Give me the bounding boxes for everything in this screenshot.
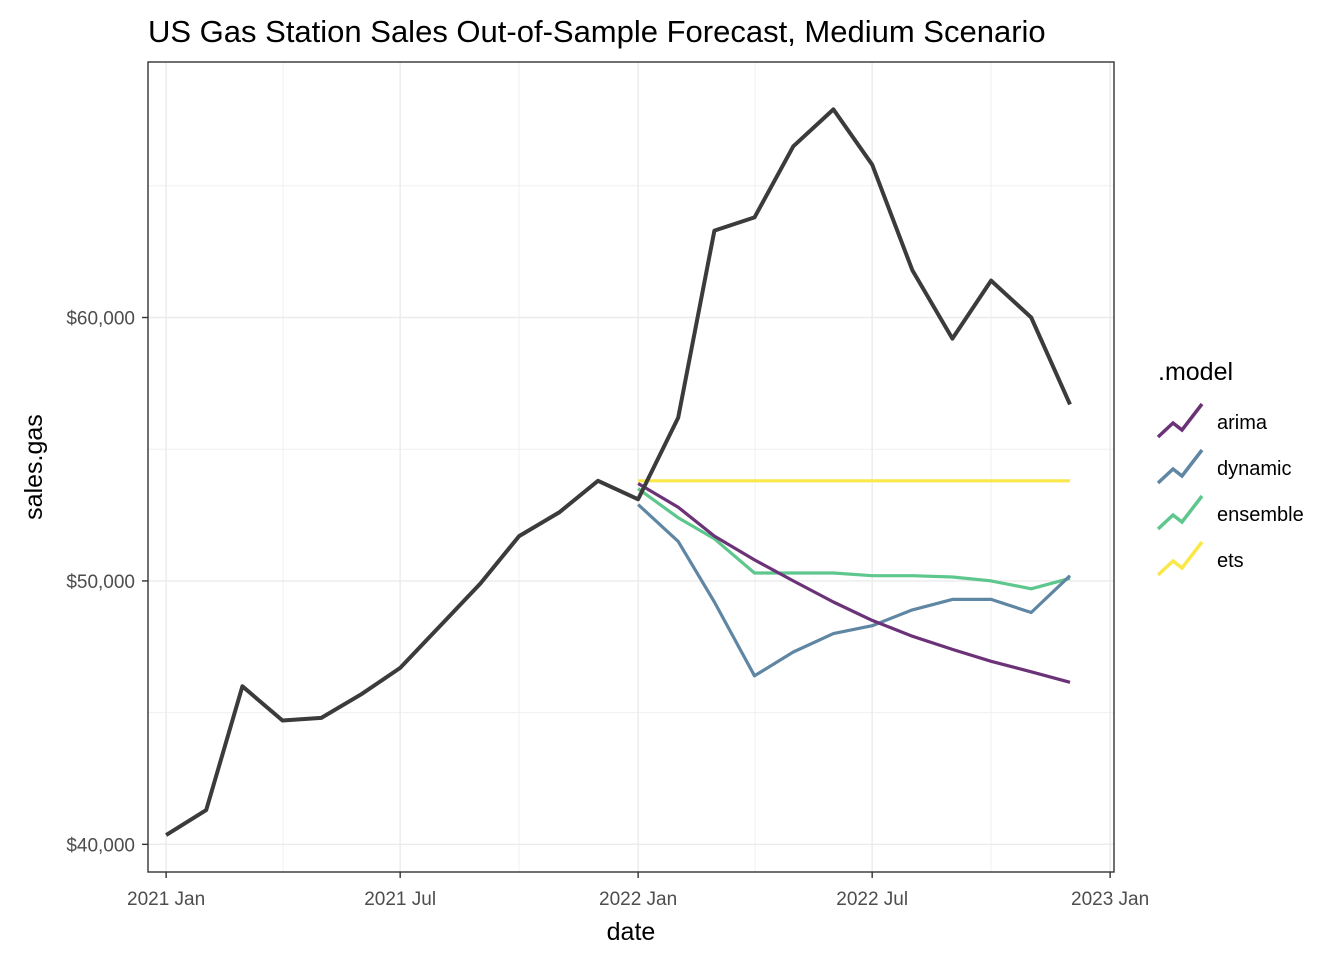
legend-key-arima: [1156, 402, 1204, 439]
legend-item-ets: ets: [1156, 540, 1244, 577]
legend-item-dynamic: dynamic: [1156, 448, 1291, 485]
legend-title: .model: [1158, 358, 1233, 386]
x-tick-label: 2021 Jul: [364, 889, 436, 910]
series-line-dynamic: [637, 503, 1072, 678]
y-tick-label: $60,000: [66, 309, 135, 330]
legend-label-arima: arima: [1217, 412, 1268, 434]
legend-key-dynamic: [1156, 448, 1204, 485]
chart-title: US Gas Station Sales Out-of-Sample Forec…: [148, 14, 1046, 49]
series-line-ensemble: [637, 487, 1071, 591]
legend-items: arima dynamic ensemble ets: [1156, 402, 1304, 577]
legend-label-ensemble: ensemble: [1217, 504, 1304, 526]
grid-minor: [148, 62, 1114, 872]
y-tick-label: $50,000: [66, 572, 135, 593]
x-tick-label: 2021 Jan: [127, 889, 205, 910]
series-line-actual: [165, 107, 1072, 837]
x-tick-label: 2022 Jul: [836, 889, 908, 910]
series-line-arima: [637, 482, 1071, 684]
y-axis: $40,000 $50,000 $60,000: [66, 309, 148, 856]
legend-item-arima: arima: [1156, 402, 1268, 439]
series-layer: [165, 107, 1072, 837]
x-axis-title: date: [607, 918, 656, 946]
x-axis: 2021 Jan 2021 Jul 2022 Jan 2022 Jul 2023 Jan: [127, 872, 1149, 910]
plot-background: [148, 62, 1114, 872]
y-axis-title: sales.gas: [20, 414, 48, 520]
legend: .model arima dynamic ensemble ets: [1156, 358, 1304, 577]
legend-key-ets: [1156, 540, 1204, 577]
legend-key-ensemble: [1156, 494, 1204, 531]
y-tick-label: $40,000: [66, 835, 135, 856]
plot-panel: [147, 61, 1115, 873]
x-tick-label: 2022 Jan: [599, 889, 677, 910]
grid-major: [148, 62, 1114, 872]
plot-border: [147, 61, 1115, 873]
x-tick-label: 2023 Jan: [1071, 889, 1149, 910]
legend-label-dynamic: dynamic: [1217, 458, 1291, 480]
legend-item-ensemble: ensemble: [1156, 494, 1304, 531]
legend-label-ets: ets: [1217, 550, 1244, 572]
